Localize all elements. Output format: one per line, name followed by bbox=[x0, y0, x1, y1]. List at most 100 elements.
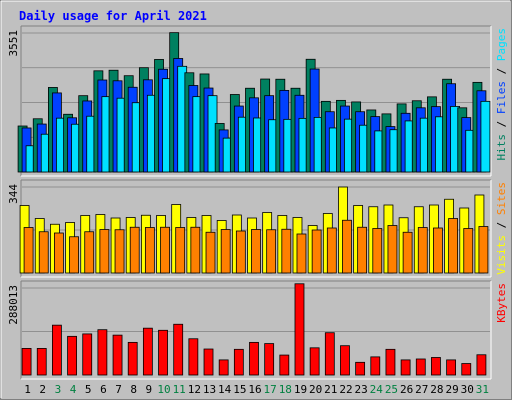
legend-separator: / bbox=[495, 215, 508, 235]
day-label: 12 bbox=[188, 383, 201, 396]
bar-sites-day-15 bbox=[235, 230, 246, 274]
day-label: 29 bbox=[445, 383, 458, 396]
day-label: 31 bbox=[476, 383, 489, 396]
bar-kbytes-day-10 bbox=[158, 329, 168, 376]
bar-kbytes-day-23 bbox=[355, 361, 366, 376]
day-label: 13 bbox=[203, 383, 216, 396]
bar-sites-day-20 bbox=[311, 229, 322, 274]
bar-kbytes-day-28 bbox=[431, 357, 441, 376]
bar-sites-day-25 bbox=[387, 225, 398, 274]
bar-sites-day-21 bbox=[326, 227, 337, 274]
bar-sites-day-31 bbox=[478, 226, 489, 274]
bar-sites-day-24 bbox=[372, 228, 383, 274]
bar-kbytes-day-27 bbox=[415, 358, 426, 376]
bar-kbytes-day-17 bbox=[264, 343, 275, 376]
bar-sites-day-5 bbox=[84, 231, 95, 274]
bar-sites-day-22 bbox=[342, 219, 352, 274]
bar-kbytes-day-4 bbox=[67, 335, 77, 376]
bar-kbytes-day-21 bbox=[324, 332, 335, 376]
legend-entry: KBytes bbox=[495, 283, 508, 323]
legend-entry: Pages bbox=[495, 28, 508, 61]
legend-entry: Sites bbox=[495, 182, 508, 215]
day-label: 16 bbox=[248, 383, 261, 396]
day-label: 11 bbox=[173, 383, 186, 396]
bar-kbytes-day-12 bbox=[188, 338, 199, 376]
bar-kbytes-day-9 bbox=[142, 327, 153, 376]
day-label: 3 bbox=[55, 383, 62, 396]
bar-sites-day-27 bbox=[417, 227, 428, 274]
bar-kbytes-day-20 bbox=[309, 347, 320, 376]
bar-pages-day-31 bbox=[480, 100, 491, 173]
hits-panel: 3551 Hits / Files / Pages bbox=[7, 25, 508, 177]
bar-sites-day-13 bbox=[205, 231, 216, 274]
bar-kbytes-day-13 bbox=[203, 348, 214, 376]
bar-kbytes-day-30 bbox=[461, 363, 472, 376]
bar-sites-day-7 bbox=[114, 229, 125, 274]
legend-separator: / bbox=[495, 114, 508, 134]
day-label: 15 bbox=[233, 383, 246, 396]
bar-sites-day-11 bbox=[175, 227, 186, 274]
bar-sites-day-29 bbox=[448, 218, 458, 274]
day-label: 26 bbox=[400, 383, 413, 396]
day-label: 27 bbox=[415, 383, 428, 396]
bar-sites-day-3 bbox=[54, 232, 64, 274]
bar-sites-day-10 bbox=[160, 226, 170, 274]
bar-sites-day-18 bbox=[281, 228, 292, 274]
bar-kbytes-day-14 bbox=[218, 359, 229, 376]
bar-kbytes-day-24 bbox=[370, 356, 381, 376]
day-label: 6 bbox=[100, 383, 107, 396]
day-label: 4 bbox=[70, 383, 77, 396]
chart-title: Daily usage for April 2021 bbox=[19, 9, 207, 23]
bar-kbytes-day-15 bbox=[233, 348, 244, 376]
day-label: 25 bbox=[385, 383, 398, 396]
bar-kbytes-day-25 bbox=[385, 348, 396, 376]
day-label: 7 bbox=[115, 383, 122, 396]
bar-sites-day-26 bbox=[402, 231, 413, 274]
day-label: 14 bbox=[218, 383, 232, 396]
day-label: 19 bbox=[294, 383, 307, 396]
day-label: 20 bbox=[309, 383, 322, 396]
chart-panels: 3551 Hits / Files / Pages 344 Visits / Site… bbox=[7, 25, 508, 380]
kbytes-panel: 288013 KBytes bbox=[7, 280, 508, 380]
bar-sites-day-30 bbox=[463, 228, 474, 274]
bar-sites-day-14 bbox=[220, 229, 231, 274]
bar-sites-day-9 bbox=[144, 227, 155, 274]
bar-kbytes-day-3 bbox=[52, 324, 62, 376]
bar-sites-day-28 bbox=[433, 227, 443, 274]
legend-entry: Files bbox=[495, 81, 508, 114]
bar-kbytes-day-2 bbox=[36, 348, 47, 376]
legend-separator: / bbox=[495, 61, 508, 81]
bar-sites-day-17 bbox=[266, 229, 277, 274]
bar-sites-day-6 bbox=[99, 229, 110, 274]
bar-kbytes-day-19 bbox=[294, 283, 305, 376]
day-label: 2 bbox=[39, 383, 46, 396]
bar-kbytes-day-1 bbox=[21, 348, 32, 376]
day-label: 24 bbox=[370, 383, 384, 396]
bar-kbytes-day-5 bbox=[82, 333, 93, 376]
day-label: 28 bbox=[430, 383, 443, 396]
bar-kbytes-day-16 bbox=[249, 341, 259, 376]
day-label: 8 bbox=[130, 383, 137, 396]
day-label: 1 bbox=[24, 383, 31, 396]
visits-panel: 344 Visits / Sites bbox=[7, 179, 508, 278]
y-max-label: 3551 bbox=[7, 30, 20, 57]
day-label: 10 bbox=[157, 383, 170, 396]
bar-sites-day-2 bbox=[38, 231, 49, 274]
bar-sites-day-1 bbox=[23, 227, 34, 274]
legend: Visits / Sites bbox=[495, 182, 508, 275]
bar-kbytes-day-31 bbox=[476, 354, 487, 376]
legend-entry: Visits bbox=[495, 235, 508, 275]
bar-kbytes-day-26 bbox=[400, 359, 411, 376]
y-max-label: 344 bbox=[7, 184, 20, 204]
day-axis-labels: 1 2 3 4 5 6 7 8 9 10 11 12 13 14 15 16 17 18 19 20 21 22 23 24 2… bbox=[24, 383, 489, 396]
bar-kbytes-day-11 bbox=[173, 323, 184, 376]
bar-kbytes-day-22 bbox=[340, 345, 350, 376]
legend: KBytes bbox=[495, 283, 508, 323]
day-label: 18 bbox=[279, 383, 292, 396]
day-label: 21 bbox=[324, 383, 337, 396]
bar-sites-day-8 bbox=[129, 226, 140, 274]
bar-sites-day-19 bbox=[296, 233, 307, 274]
day-label: 9 bbox=[146, 383, 153, 396]
bar-sites-day-12 bbox=[190, 226, 201, 274]
